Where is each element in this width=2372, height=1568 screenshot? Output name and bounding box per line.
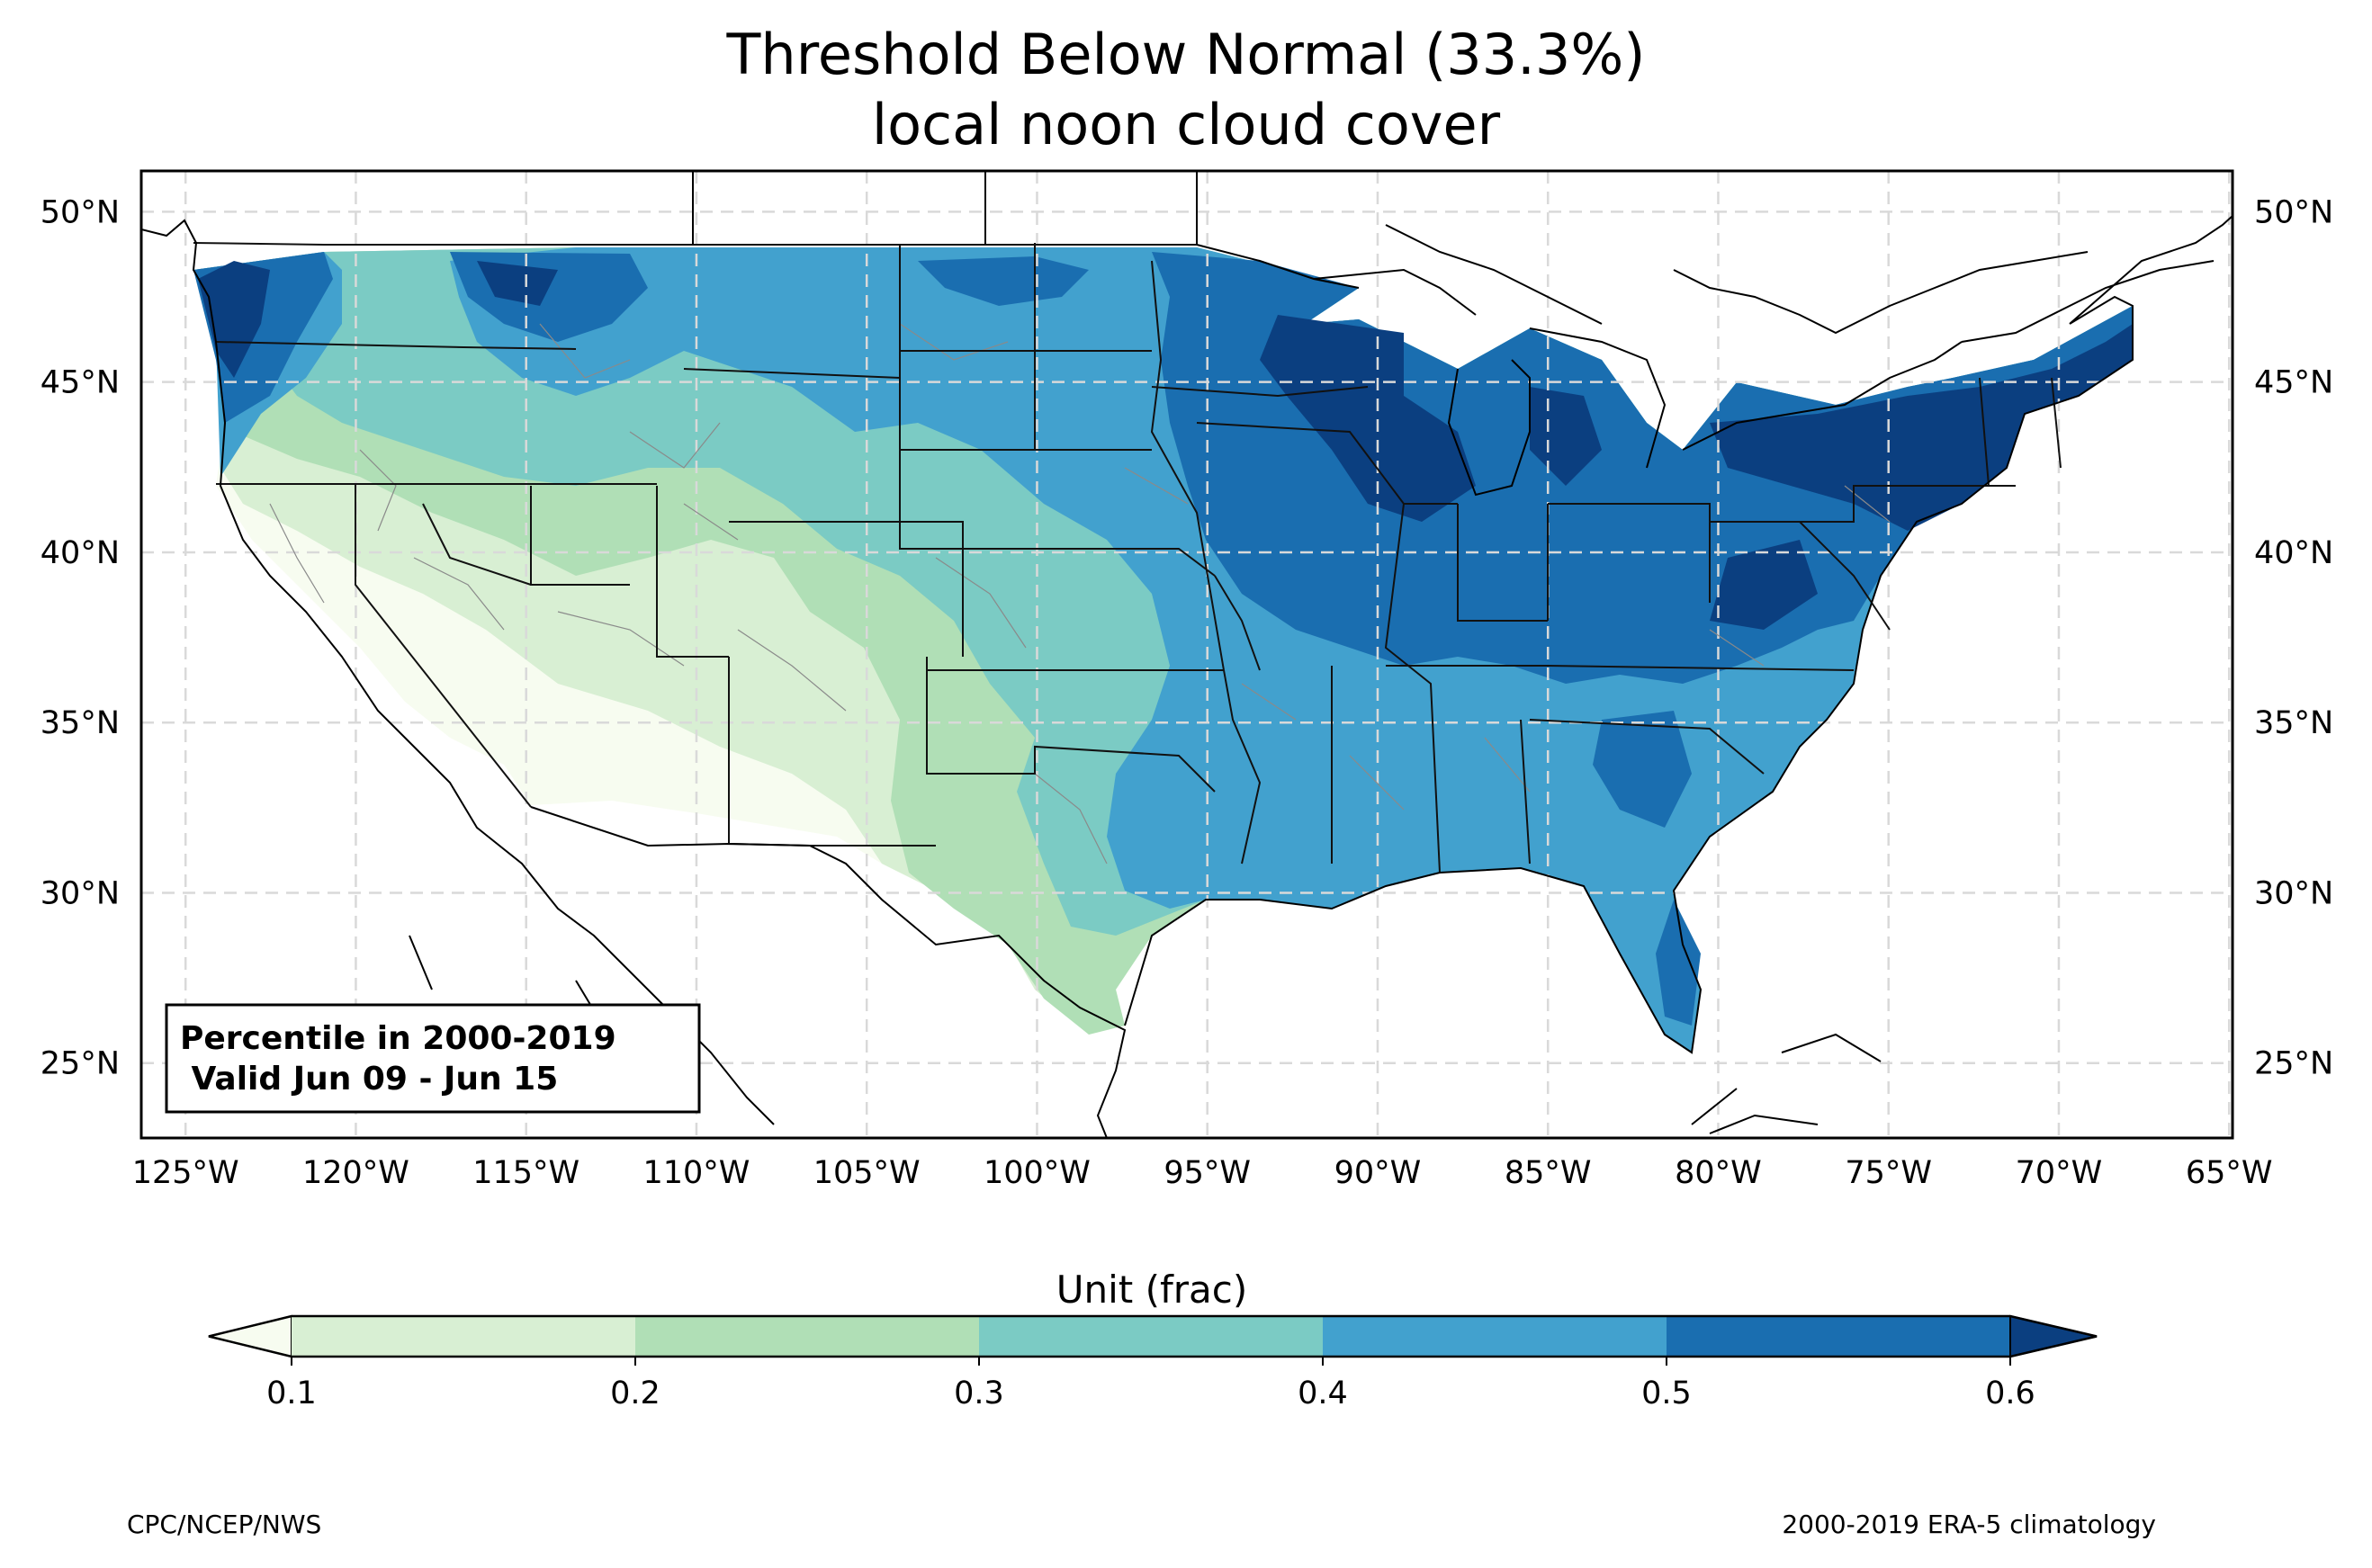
lat-tick-label: 50°N [2254,194,2333,230]
colorbar-extend-under [208,1314,292,1358]
colorbar-tick-label: 0.5 [1641,1375,1692,1411]
lat-tick-label: 30°N [40,875,120,911]
info-box-line1: Percentile in 2000-2019 [180,1020,616,1057]
info-box-line2: Valid Jun 09 - Jun 15 [180,1061,558,1098]
lon-tick-label: 65°W [2186,1155,2273,1191]
lon-tick-label: 110°W [642,1155,750,1191]
lat-tick-label: 25°N [2254,1046,2333,1082]
lat-tick-label: 40°N [40,535,120,571]
lat-tick-label: 40°N [2254,535,2333,571]
map-title-line1: Threshold Below Normal (33.3%) [726,22,1646,87]
colorbar-band [1323,1316,1667,1357]
lon-tick-label: 70°W [2016,1155,2103,1191]
colorbar-band [635,1316,980,1357]
lat-tick-label: 25°N [40,1046,120,1082]
colorbar-body [208,1314,2098,1358]
colorbar-tick-label: 0.6 [1985,1375,2035,1411]
lon-tick-label: 125°W [132,1155,239,1191]
colorbar-band [292,1316,636,1357]
contour-fill-layers [193,247,2133,1053]
info-box-frame [165,1003,701,1114]
lat-tick-label: 35°N [40,705,120,741]
lon-tick-label: 90°W [1334,1155,1422,1191]
graticule [141,171,2233,1138]
colorbar-tick-label: 0.4 [1298,1375,1348,1411]
colorbar-band [979,1316,1324,1357]
coastlines [141,171,2233,1138]
map-title-line2: local noon cloud cover [872,92,1501,157]
lat-tick-label: 45°N [2254,365,2333,401]
lat-tick-label: 45°N [40,365,120,401]
lat-tick-label: 35°N [2254,705,2333,741]
colorbar-label: Unit (frac) [1056,1268,1248,1312]
lon-tick-label: 120°W [302,1155,409,1191]
lon-tick-label: 105°W [813,1155,921,1191]
colorbar-extend-over [2009,1314,2098,1358]
colorbar: Unit (frac) 0.1 0.2 0.3 0.4 0.5 0.6 [208,1268,2098,1411]
colorbar-ticks: 0.1 0.2 0.3 0.4 0.5 0.6 [266,1357,2035,1411]
lon-tick-label: 85°W [1505,1155,1592,1191]
state-boundaries [193,242,2062,874]
colorbar-tick-label: 0.3 [954,1375,1004,1411]
contour-0.5 [193,252,2133,1026]
map-frame [139,169,2234,1140]
map-area [141,171,2233,1138]
lon-tick-label: 80°W [1675,1155,1762,1191]
lon-tick-labels: 125°W 120°W 115°W 110°W 105°W 100°W 95°W 90°W 85… [132,1155,2273,1191]
colorbar-tick-label: 0.1 [266,1375,317,1411]
credit-left: CPC/NCEP/NWS [127,1510,321,1539]
contour-0.6 [198,261,2133,630]
info-box: Percentile in 2000-2019 Valid Jun 09 - J… [165,1003,701,1114]
colorbar-tick-label: 0.2 [610,1375,660,1411]
lon-tick-label: 95°W [1164,1155,1251,1191]
lat-tick-label: 50°N [40,194,120,230]
county-boundaries [269,323,1891,865]
lon-tick-label: 115°W [472,1155,580,1191]
lon-tick-label: 100°W [984,1155,1091,1191]
credit-right: 2000-2019 ERA-5 climatology [1782,1510,2156,1539]
lon-tick-label: 75°W [1845,1155,1932,1191]
lat-tick-labels-right: 50°N 45°N 40°N 35°N 30°N 25°N [2254,194,2333,1081]
lat-tick-label: 30°N [2254,875,2333,911]
lat-tick-labels-left: 50°N 45°N 40°N 35°N 30°N 25°N [40,194,120,1081]
colorbar-band [1667,1316,2011,1357]
